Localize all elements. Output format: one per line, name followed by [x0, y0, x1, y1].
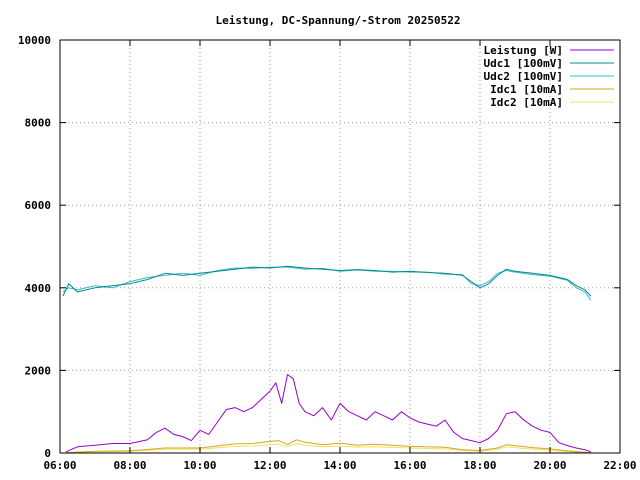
- x-tick-label: 12:00: [253, 459, 286, 472]
- y-tick-label: 10000: [18, 34, 51, 47]
- chart-title: Leistung, DC-Spannung/-Strom 20250522: [215, 14, 460, 27]
- y-tick-label: 2000: [25, 364, 52, 377]
- series-line-idc1: [65, 439, 591, 454]
- legend-label-udc2: Udc2 [100mV]: [484, 70, 563, 83]
- x-tick-label: 10:00: [183, 459, 216, 472]
- series-line-leistung: [65, 374, 591, 453]
- x-tick-label: 18:00: [463, 459, 496, 472]
- legend-label-leistung: Leistung [W]: [484, 44, 563, 57]
- legend-label-idc1: Idc1 [10mA]: [490, 83, 563, 96]
- axis-layer: 0 2000 4000 6000 8000 10000 06:00 08:00 10:00 12:…: [18, 34, 637, 472]
- series-line-udc2: [62, 266, 592, 301]
- x-tick-label: 06:00: [43, 459, 76, 472]
- y-tick-label: 0: [44, 447, 51, 460]
- y-tick-label: 6000: [25, 199, 52, 212]
- x-tick-label: 16:00: [393, 459, 426, 472]
- y-tick-label: 8000: [25, 117, 52, 130]
- legend-label-idc2: Idc2 [10mA]: [490, 96, 563, 109]
- x-tick-label: 20:00: [533, 459, 566, 472]
- x-tick-label: 08:00: [113, 459, 146, 472]
- y-tick-label: 4000: [25, 282, 52, 295]
- legend-label-udc1: Udc1 [100mV]: [484, 57, 563, 70]
- grid-lines: [60, 40, 620, 453]
- x-tick-label: 22:00: [603, 459, 636, 472]
- series-line-udc1: [62, 265, 592, 297]
- series-layer: [62, 265, 592, 454]
- x-tick-label: 14:00: [323, 459, 356, 472]
- series-line-idc2: [65, 443, 591, 454]
- legend: Leistung [W]Udc1 [100mV]Udc2 [100mV]Idc1…: [484, 44, 614, 109]
